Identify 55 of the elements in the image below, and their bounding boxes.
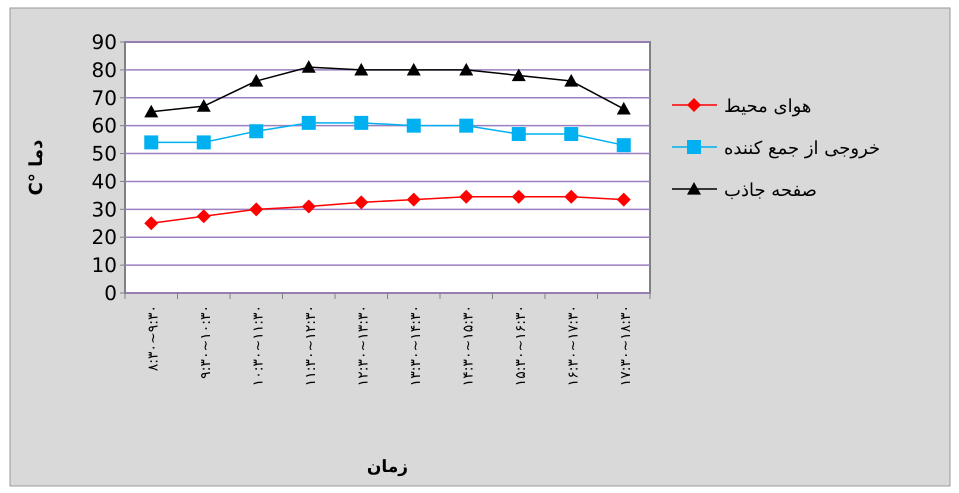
point [512,190,526,204]
point [144,104,158,118]
y-tick-label: 90 [92,30,117,54]
point [302,60,316,73]
point [302,116,316,130]
y-tick-label: 30 [92,197,117,222]
point [249,124,264,138]
point [512,127,526,142]
y-axis-title: دما °C [26,140,47,196]
y-tick-label: 0 [104,281,117,305]
legend-label: خروجی از جمع کننده [724,138,880,159]
x-tick-label: ۹:۳۰~۱۰:۳۰ [198,305,214,379]
point [144,135,158,150]
point [564,190,578,204]
y-tick-label: 60 [92,114,117,138]
point [459,118,474,133]
y-tick-label: 20 [92,225,117,250]
x-tick-label: ۱۷:۳۰~۱۸:۳۰ [618,305,634,386]
point [249,202,264,216]
point [459,62,474,76]
point [564,74,578,87]
y-tick-label: 40 [92,169,117,194]
x-tick-label: ۱۱:۳۰~۱۲:۳۰ [302,305,319,386]
point [196,135,211,150]
point [196,209,211,224]
point [616,102,631,115]
y-tick-label: 10 [92,253,117,278]
point [459,190,474,204]
x-tick-label: ۸:۳۰~۹:۳۰ [145,305,162,372]
x-axis-title: زمان [366,457,408,477]
legend-label: هوای محیط [724,96,812,117]
point [406,192,421,207]
point [302,200,316,214]
y-tick-label: 50 [92,142,117,166]
x-tick-label: ۱۴:۳۰~۱۵:۳۰ [460,305,476,386]
point [616,192,631,207]
x-tick-label: ۱۶:۳۰~۱۷:۳۰ [565,305,582,386]
point [406,62,421,76]
x-tick-label: ۱۵:۳۰~۱۶:۳۰ [512,305,529,386]
x-tick-label: ۱۳:۳۰~۱۴:۳۰ [408,305,424,386]
x-tick-label: ۱۲:۳۰~۱۳:۳۰ [355,305,372,386]
point [354,116,368,130]
point [249,74,264,87]
y-tick-label: 80 [92,58,117,82]
point [354,62,368,76]
legend-label: صفحه جاذب [724,180,817,201]
y-tick-label: 70 [92,86,117,110]
point [564,127,578,142]
x-tick-label: ۱۰:۳۰~۱۱:۳۰ [250,305,266,386]
point [616,138,631,152]
point [406,118,421,133]
point [512,68,526,82]
point [354,195,368,210]
point [144,216,158,230]
point [196,99,211,112]
